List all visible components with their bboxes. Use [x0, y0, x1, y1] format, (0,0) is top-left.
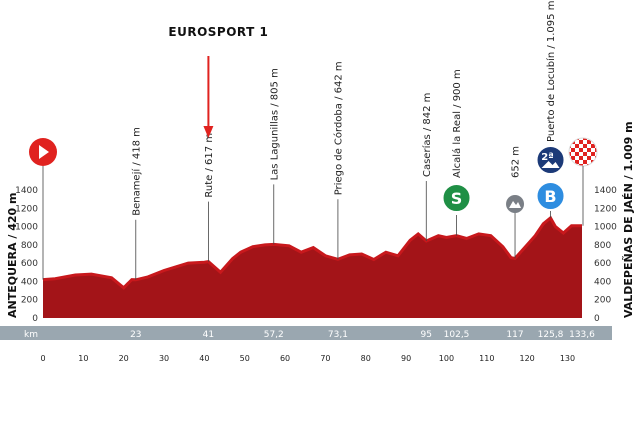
waypoint-label: Benamejí / 418 m: [130, 127, 142, 216]
y-tick-right: 600: [594, 259, 611, 269]
broadcast-label: EUROSPORT 1: [168, 25, 268, 39]
x-tick-label: 10: [78, 354, 88, 363]
y-tick-right: 0: [594, 314, 600, 324]
x-tick-label: 90: [401, 354, 411, 363]
y-tick-left: 0: [32, 314, 38, 324]
y-tick-left: 400: [21, 277, 38, 287]
x-tick-label: 60: [280, 354, 290, 363]
waypoint-label: Las Lagunillas / 805 m: [269, 68, 280, 180]
x-tick-label: 70: [320, 354, 330, 363]
y-tick-right: 1200: [594, 204, 617, 214]
mountain-glyph-icon: [509, 201, 522, 208]
y-tick-left: 800: [21, 241, 38, 251]
km-value-label: 73,1: [328, 330, 348, 340]
finish-label: VALDEPEÑAS DE JAÉN / 1.009 m: [622, 121, 635, 318]
y-tick-left: 1200: [15, 204, 38, 214]
km-value-label: 125,8: [538, 330, 564, 340]
x-tick-label: 110: [479, 354, 494, 363]
x-tick-label: 20: [119, 354, 129, 363]
bonus-badge-icon: [535, 181, 566, 211]
km-value-label: 23: [130, 330, 141, 340]
y-tick-right: 400: [594, 277, 611, 287]
x-tick-label: 0: [40, 354, 45, 363]
km-value-label: 117: [506, 330, 523, 340]
y-tick-left: 1400: [15, 186, 38, 196]
finish-flag-icon: [569, 138, 597, 166]
km-value-label: 95: [421, 330, 432, 340]
bonus-badge-label: B: [544, 187, 556, 206]
km-bar: [0, 326, 612, 340]
profile-area: [43, 217, 582, 318]
mountain-glyph-icon: [541, 161, 560, 168]
km-value-label: 102,5: [444, 330, 470, 340]
waypoint-label: Alcalá la Real / 900 m: [451, 69, 463, 178]
waypoint-label: 652 m: [511, 146, 522, 178]
y-tick-left: 600: [21, 259, 38, 269]
sprint-badge-label: S: [451, 189, 463, 208]
start-label: ANTEQUERA / 420 m: [6, 193, 19, 318]
play-icon: [39, 145, 49, 159]
km-row-label: km: [24, 330, 38, 340]
x-tick-label: 120: [519, 354, 534, 363]
x-tick-label: 40: [199, 354, 209, 363]
km-value-label: 41: [203, 330, 214, 340]
x-tick-label: 100: [439, 354, 454, 363]
sprint-badge-icon: [441, 183, 472, 213]
profile-ridge: [42, 215, 582, 290]
y-tick-right: 200: [594, 296, 611, 306]
waypoint-label: Rute / 617 m: [204, 133, 215, 198]
x-tick-label: 30: [159, 354, 169, 363]
y-tick-right: 800: [594, 241, 611, 251]
y-tick-right: 1400: [594, 186, 617, 196]
climb-category-label: 2ª: [541, 152, 554, 163]
x-tick-label: 50: [240, 354, 250, 363]
y-tick-left: 200: [21, 296, 38, 306]
y-tick-left: 1000: [15, 223, 38, 233]
x-tick-label: 80: [361, 354, 371, 363]
arrow-down-icon: [203, 126, 214, 138]
x-tick-label: 130: [560, 354, 575, 363]
y-tick-right: 1000: [594, 223, 617, 233]
km-value-label: 133,6: [569, 330, 595, 340]
km-value-label: 57,2: [264, 330, 284, 340]
waypoint-label: Caserías / 842 m: [421, 93, 433, 177]
waypoint-label: Priego de Córdoba / 642 m: [332, 61, 344, 195]
waypoint-label: Puerto de Locubín / 1.095 m: [545, 1, 557, 142]
